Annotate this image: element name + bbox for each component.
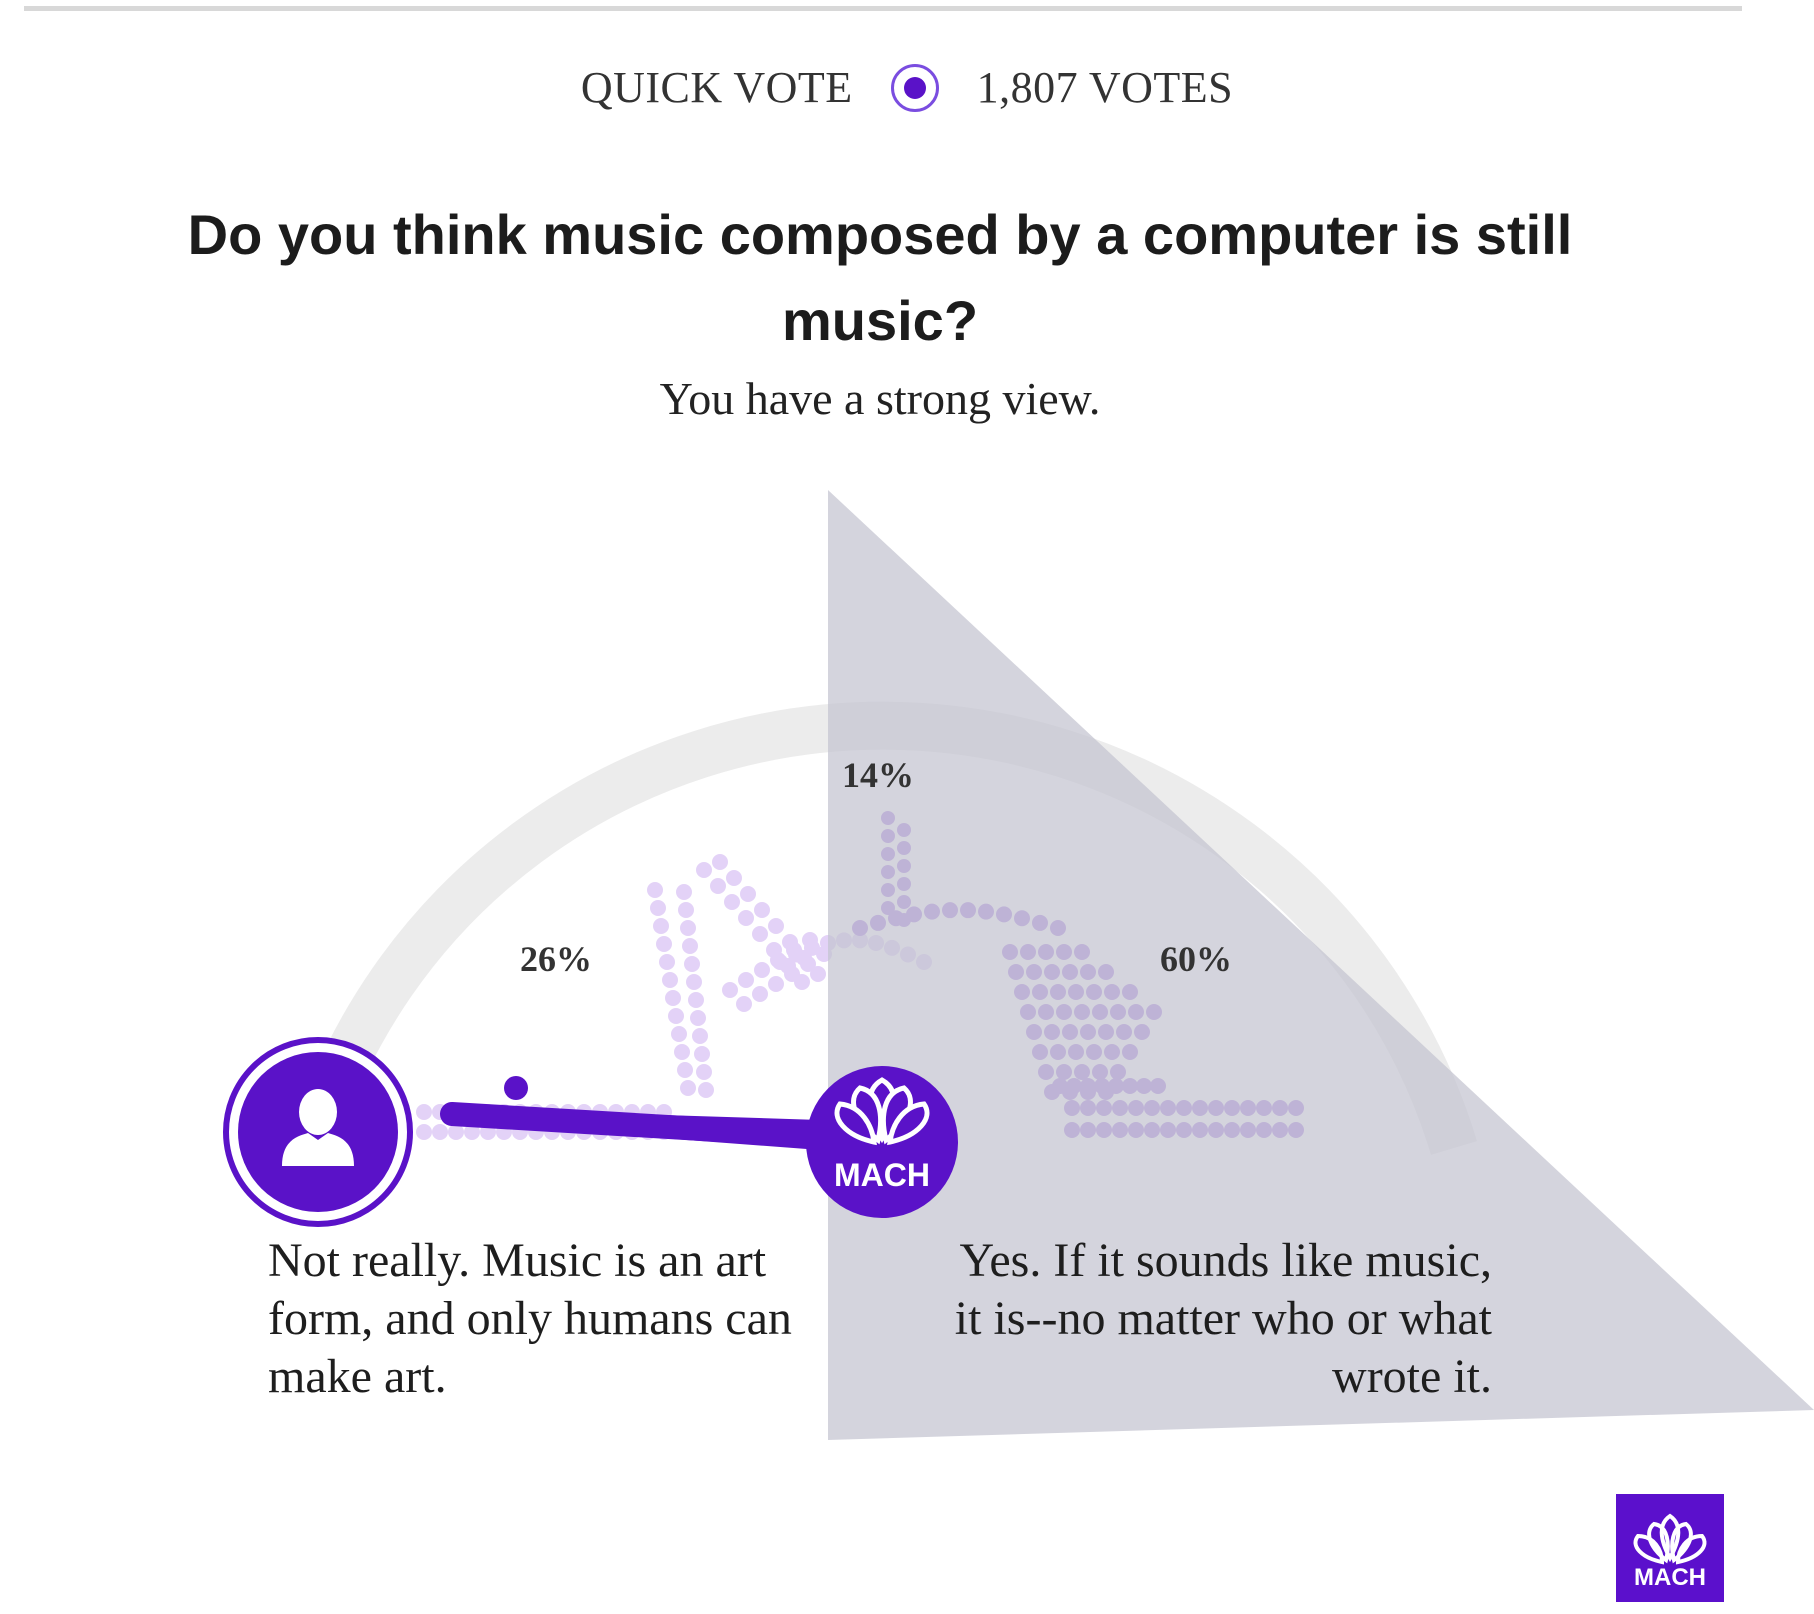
- vote-dot: [692, 1028, 708, 1044]
- vote-dot: [712, 854, 728, 870]
- vote-dot: [804, 939, 820, 956]
- user-badge: [223, 1037, 413, 1227]
- vote-dot: [684, 956, 700, 972]
- poll-header: QUICK VOTE 1,807 VOTES: [0, 62, 1814, 113]
- vote-dot: [650, 900, 666, 916]
- vote-dot: [800, 956, 816, 972]
- vote-dot: [784, 966, 800, 982]
- mach-badge-label: MACH: [834, 1157, 930, 1193]
- vote-dot: [722, 982, 738, 998]
- vote-dot: [768, 918, 784, 934]
- poll-verdict: You have a strong view.: [659, 373, 1101, 424]
- vote-dot: [696, 1064, 712, 1080]
- vote-dot: [416, 1104, 432, 1120]
- poll-question: Do you think music composed by a compute…: [187, 203, 1573, 352]
- vote-dot: [726, 870, 742, 886]
- vote-dot: [464, 1124, 480, 1140]
- vote-dot: [432, 1124, 448, 1140]
- percent-neutral: 14%: [842, 755, 914, 795]
- vote-dot: [788, 946, 804, 963]
- top-divider: [24, 6, 1742, 11]
- vote-dot: [738, 972, 754, 988]
- vote-dot: [416, 1124, 432, 1140]
- vote-dot: [678, 902, 694, 918]
- vote-dot: [752, 926, 768, 942]
- vote-dot: [740, 886, 756, 902]
- vote-dot: [754, 962, 770, 978]
- vote-dot: [680, 1080, 696, 1096]
- vote-dot: [724, 894, 740, 910]
- vote-dot: [810, 966, 826, 982]
- quick-vote-label: QUICK VOTE: [580, 63, 853, 112]
- vote-dot: [662, 972, 678, 988]
- vote-dot: [680, 920, 696, 936]
- person-icon: [282, 1089, 354, 1166]
- vote-dots-light: [416, 854, 932, 1140]
- vote-dot: [665, 990, 681, 1006]
- vote-dot: [736, 996, 752, 1012]
- vote-dot: [686, 974, 702, 990]
- mach-corner-logo[interactable]: MACH: [1616, 1494, 1724, 1602]
- radio-dot-icon: [890, 63, 939, 112]
- marker-dot: [504, 1076, 528, 1100]
- answer-not-really[interactable]: Not really. Music is an art form, and on…: [268, 1234, 792, 1403]
- vote-dot: [688, 992, 704, 1008]
- vote-dot: [698, 1082, 714, 1098]
- vote-dot: [671, 1026, 687, 1042]
- vote-dot: [653, 918, 669, 934]
- vote-dot: [768, 976, 784, 992]
- corner-logo-label: MACH: [1634, 1564, 1706, 1591]
- vote-dot: [448, 1124, 464, 1140]
- vote-dot: [710, 878, 726, 894]
- vote-dot: [754, 902, 770, 918]
- peacock-logo-icon: [1633, 1513, 1707, 1565]
- vote-dot: [682, 938, 698, 954]
- vote-dot: [677, 1062, 693, 1078]
- answer-yes[interactable]: Yes. If it sounds like music, it is--no …: [954, 1234, 1492, 1403]
- vote-dot: [659, 954, 675, 970]
- mach-badge: MACH: [806, 1066, 958, 1218]
- vote-dot: [676, 884, 692, 900]
- vote-dot: [656, 936, 672, 952]
- vote-dot: [772, 954, 788, 970]
- vote-dot: [647, 882, 663, 898]
- vote-dot: [690, 1010, 706, 1026]
- vote-dot: [668, 1008, 684, 1024]
- peacock-icon: [834, 1077, 930, 1146]
- vote-dot: [674, 1044, 690, 1060]
- percent-yes: 60%: [1160, 939, 1232, 979]
- percent-not-really: 26%: [520, 939, 592, 979]
- overlay-triangle: [828, 490, 1814, 1440]
- vote-dot: [694, 1046, 710, 1062]
- vote-dot: [752, 986, 768, 1002]
- vote-dot: [696, 862, 712, 878]
- vote-dot: [738, 910, 754, 926]
- vote-count: 1,807 VOTES: [976, 63, 1234, 112]
